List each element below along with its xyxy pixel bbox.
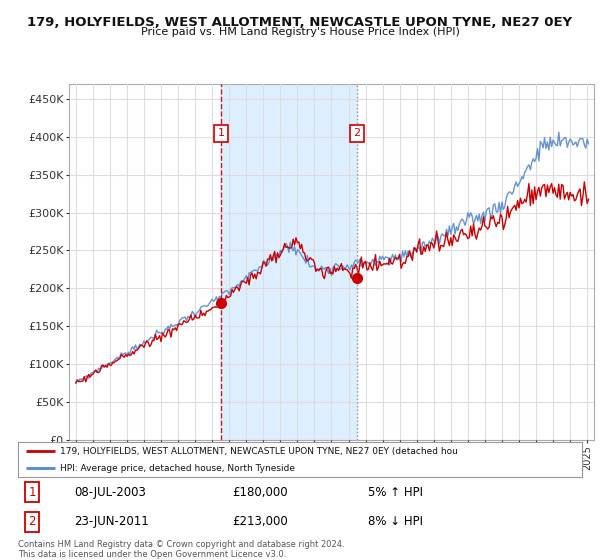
Text: Price paid vs. HM Land Registry's House Price Index (HPI): Price paid vs. HM Land Registry's House …	[140, 27, 460, 37]
Text: 179, HOLYFIELDS, WEST ALLOTMENT, NEWCASTLE UPON TYNE, NE27 0EY (detached hou: 179, HOLYFIELDS, WEST ALLOTMENT, NEWCAST…	[60, 446, 458, 456]
Text: £180,000: £180,000	[232, 486, 288, 499]
Text: 179, HOLYFIELDS, WEST ALLOTMENT, NEWCASTLE UPON TYNE, NE27 0EY: 179, HOLYFIELDS, WEST ALLOTMENT, NEWCAST…	[28, 16, 572, 29]
Bar	[221, 84, 357, 440]
Text: HPI: Average price, detached house, North Tyneside: HPI: Average price, detached house, Nort…	[60, 464, 295, 473]
Text: £213,000: £213,000	[232, 515, 288, 528]
Text: 2: 2	[28, 515, 36, 528]
Text: Contains HM Land Registry data © Crown copyright and database right 2024.
This d: Contains HM Land Registry data © Crown c…	[18, 540, 344, 559]
Text: 5% ↑ HPI: 5% ↑ HPI	[368, 486, 422, 499]
Text: 23-JUN-2011: 23-JUN-2011	[74, 515, 149, 528]
Text: 1: 1	[218, 128, 224, 138]
Text: 08-JUL-2003: 08-JUL-2003	[74, 486, 146, 499]
Text: 2: 2	[353, 128, 360, 138]
Text: 8% ↓ HPI: 8% ↓ HPI	[368, 515, 422, 528]
Text: 1: 1	[28, 486, 36, 499]
